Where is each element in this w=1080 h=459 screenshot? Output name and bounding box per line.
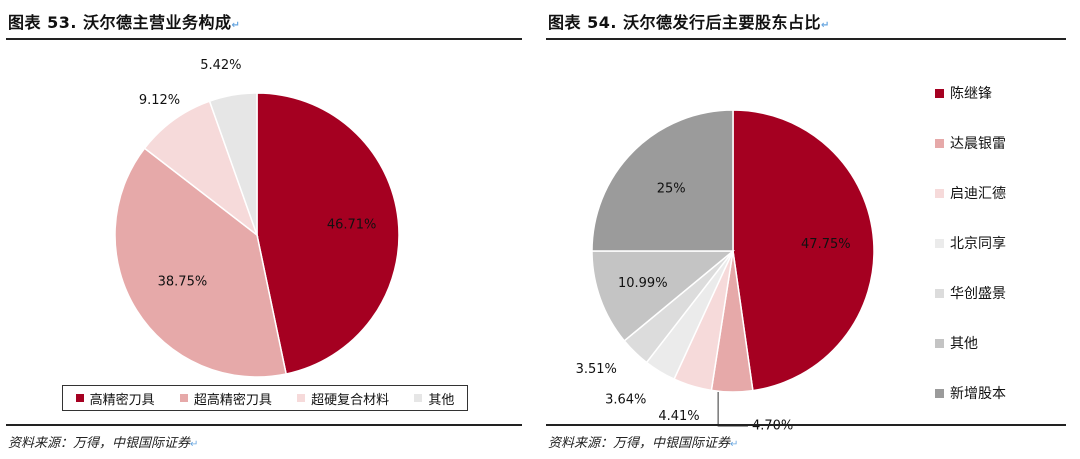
right-pie-slice-5 (591, 250, 736, 342)
right-chart-title-text: 图表 54. 沃尔德发行后主要股东占比 (548, 13, 821, 32)
left-legend-label-2: 超硬复合材料 (311, 392, 390, 408)
left-title-rule (6, 38, 522, 40)
right-legend-item-4: 华创盛景 (935, 268, 1075, 318)
right-source-note: 资料来源：万得，中银国际证券↵ (548, 432, 738, 451)
right-source-rule (546, 424, 1066, 426)
right-pie-label-6: 25% (657, 182, 686, 197)
right-legend-item-3: 北京同享 (935, 218, 1075, 268)
left-source-text: 资料来源：万得，中银国际证券 (8, 436, 191, 451)
left-pie-slice-2 (143, 100, 259, 238)
right-legend-swatch-5 (935, 338, 944, 348)
left-pie-label-2: 9.12% (139, 93, 180, 108)
left-legend-label-3: 其他 (428, 392, 455, 408)
right-legend-swatch-4 (935, 288, 944, 298)
right-legend-label-5: 其他 (950, 336, 978, 352)
right-leader-line-1 (717, 391, 748, 427)
left-pie-slice-3 (208, 92, 258, 236)
right-chart-legend: 陈继锋达晨银雷启迪汇德北京同享华创盛景其他新增股本 (935, 68, 1075, 418)
left-chart-title-text: 图表 53. 沃尔德主营业务构成 (8, 13, 232, 32)
right-legend-item-2: 启迪汇德 (935, 168, 1075, 218)
left-pie-label-3: 5.42% (200, 58, 241, 73)
left-chart-legend: 高精密刀具 超高精密刀具 超硬复合材料 其他 (62, 385, 468, 411)
right-pie-label-3: 3.64% (605, 393, 646, 408)
left-pie-chart: 46.71% 38.75% 9.12% 5.42% (114, 58, 400, 378)
left-legend-swatch-3 (414, 394, 423, 402)
left-pie-label-0: 46.71% (327, 218, 377, 233)
left-legend-item-1: 超高精密刀具 (179, 389, 272, 408)
left-chart-panel: 图表 53. 沃尔德主营业务构成↵ 46.71% 38.75% 9.12% 5.42%… (0, 0, 528, 459)
right-legend-swatch-2 (935, 188, 944, 198)
left-legend-label-1: 超高精密刀具 (193, 392, 272, 408)
right-pie-label-5: 10.99% (618, 276, 668, 291)
right-legend-item-1: 达晨银雷 (935, 118, 1075, 168)
right-legend-label-0: 陈继锋 (950, 86, 992, 102)
right-legend-swatch-3 (935, 238, 944, 248)
left-legend-label-0: 高精密刀具 (89, 392, 155, 408)
left-chart-title: 图表 53. 沃尔德主营业务构成↵ (8, 9, 240, 33)
right-pie-label-2: 4.41% (658, 409, 699, 424)
paragraph-mark-icon: ↵ (730, 439, 739, 450)
right-chart-panel: 图表 54. 沃尔德发行后主要股东占比↵ 47.75% 4.70% 4.41% 3.6… (540, 0, 1080, 459)
left-legend-item-3: 其他 (414, 389, 454, 408)
right-pie-chart: 47.75%4.70%4.41%3.64%3.51%10.99%25% (576, 109, 875, 430)
right-legend-swatch-0 (935, 88, 944, 98)
left-pie-slice-1 (114, 147, 288, 378)
right-legend-label-4: 华创盛景 (950, 286, 1006, 302)
right-legend-swatch-6 (935, 388, 944, 398)
right-pie-label-4: 3.51% (576, 362, 617, 377)
left-source-note: 资料来源：万得，中银国际证券↵ (8, 432, 198, 451)
left-pie-slice-0 (256, 92, 400, 375)
right-legend-item-5: 其他 (935, 318, 1075, 368)
right-legend-item-6: 新增股本 (935, 368, 1075, 418)
paragraph-mark-icon: ↵ (821, 20, 830, 31)
left-legend-item-2: 超硬复合材料 (297, 389, 389, 408)
right-legend-item-0: 陈继锋 (935, 68, 1075, 118)
left-legend-item-0: 高精密刀具 (75, 389, 155, 408)
left-legend-swatch-0 (75, 394, 84, 402)
right-pie-slice-6 (591, 109, 734, 252)
paragraph-mark-icon: ↵ (231, 20, 241, 31)
left-legend-swatch-2 (297, 394, 306, 402)
left-source-rule (6, 424, 522, 426)
right-chart-title: 图表 54. 沃尔德发行后主要股东占比↵ (548, 9, 830, 33)
right-pie-slice-0 (732, 109, 875, 392)
right-source-text: 资料来源：万得，中银国际证券 (548, 436, 731, 451)
right-legend-label-2: 启迪汇德 (950, 186, 1006, 202)
right-pie-label-0: 47.75% (801, 237, 851, 252)
left-pie-label-1: 38.75% (158, 274, 208, 289)
left-legend-swatch-1 (179, 394, 188, 402)
right-title-rule (546, 38, 1066, 40)
paragraph-mark-icon: ↵ (190, 439, 199, 450)
right-legend-label-1: 达晨银雷 (950, 136, 1006, 152)
right-legend-label-3: 北京同享 (950, 236, 1006, 252)
right-legend-swatch-1 (935, 138, 944, 148)
right-legend-label-6: 新增股本 (950, 386, 1006, 402)
